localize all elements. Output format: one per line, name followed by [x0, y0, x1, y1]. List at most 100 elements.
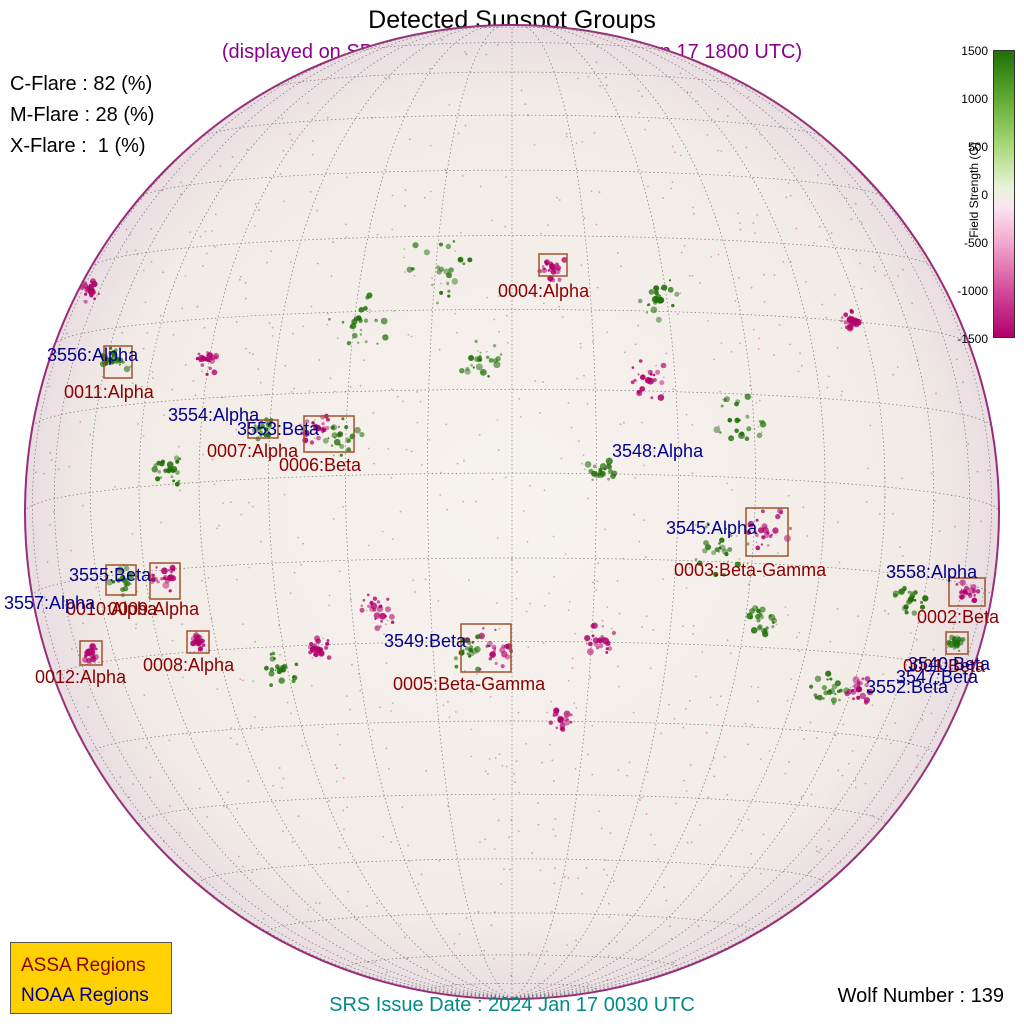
field-patch	[157, 469, 161, 474]
field-speckle	[497, 819, 500, 822]
field-patch	[963, 589, 968, 595]
field-speckle	[192, 380, 195, 382]
field-speckle	[314, 437, 316, 440]
field-speckle	[575, 707, 578, 710]
field-speckle	[71, 648, 73, 650]
field-patch	[448, 267, 454, 273]
field-patch	[553, 707, 560, 714]
wolf-number: Wolf Number : 139	[837, 985, 1004, 1007]
field-patch	[631, 366, 635, 369]
field-patch	[278, 677, 285, 684]
field-patch	[910, 591, 914, 594]
field-speckle	[673, 717, 676, 720]
field-speckle	[932, 648, 935, 651]
field-patch	[315, 638, 321, 644]
field-speckle	[618, 685, 620, 688]
field-patch	[479, 351, 482, 354]
field-speckle	[445, 913, 447, 916]
field-patch	[771, 617, 778, 624]
field-speckle	[311, 421, 314, 424]
field-patch	[253, 424, 257, 427]
field-speckle	[577, 77, 579, 80]
field-patch	[160, 577, 164, 581]
field-speckle	[638, 112, 640, 114]
field-patch	[504, 654, 511, 660]
field-speckle	[484, 770, 487, 773]
field-speckle	[606, 331, 609, 334]
field-speckle	[959, 401, 962, 404]
field-speckle	[128, 796, 131, 798]
field-patch	[561, 257, 568, 263]
field-speckle	[756, 214, 759, 216]
field-speckle	[836, 346, 839, 349]
field-patch	[326, 639, 330, 642]
field-speckle	[593, 132, 596, 134]
field-patch	[640, 374, 646, 381]
field-patch	[212, 352, 220, 360]
field-speckle	[750, 853, 753, 855]
field-patch	[850, 689, 855, 693]
field-speckle	[142, 347, 145, 350]
field-speckle	[647, 120, 650, 122]
field-patch	[554, 262, 560, 267]
field-speckle	[344, 223, 347, 226]
field-speckle	[816, 850, 818, 852]
field-speckle	[440, 282, 442, 285]
field-speckle	[836, 608, 839, 610]
field-patch	[746, 542, 750, 546]
field-patch	[178, 457, 182, 461]
field-patch	[809, 684, 814, 689]
field-patch	[461, 637, 467, 643]
field-speckle	[773, 565, 775, 568]
field-speckle	[575, 142, 578, 145]
field-speckle	[519, 416, 522, 418]
field-speckle	[179, 832, 181, 834]
field-patch	[423, 249, 430, 256]
field-speckle	[162, 271, 164, 274]
field-patch	[370, 602, 378, 610]
field-speckle	[505, 765, 508, 768]
field-speckle	[279, 173, 282, 175]
field-patch	[169, 564, 176, 571]
region-box	[186, 630, 210, 654]
field-speckle	[126, 251, 128, 253]
field-speckle	[696, 454, 699, 456]
field-speckle	[438, 859, 440, 862]
field-patch	[711, 550, 717, 556]
field-speckle	[184, 275, 187, 277]
field-patch	[823, 690, 829, 696]
field-speckle	[745, 929, 748, 932]
field-speckle	[685, 587, 688, 589]
field-speckle	[366, 961, 369, 963]
field-patch	[365, 295, 370, 300]
field-speckle	[773, 274, 776, 276]
field-speckle	[131, 532, 134, 535]
field-patch	[384, 614, 387, 618]
field-speckle	[828, 828, 830, 831]
field-speckle	[477, 910, 480, 913]
field-speckle	[90, 289, 92, 292]
field-speckle	[328, 594, 331, 597]
field-patch	[201, 643, 206, 648]
field-speckle	[477, 350, 479, 352]
field-speckle	[789, 800, 791, 803]
field-speckle	[447, 804, 449, 807]
field-speckle	[540, 232, 542, 235]
field-speckle	[387, 768, 390, 770]
field-speckle	[205, 252, 208, 255]
field-speckle	[135, 623, 138, 626]
field-patch	[720, 404, 724, 408]
field-speckle	[705, 731, 708, 734]
field-speckle	[606, 874, 608, 876]
field-speckle	[367, 544, 370, 547]
field-speckle	[529, 602, 531, 605]
field-speckle	[366, 905, 368, 907]
field-speckle	[587, 753, 589, 756]
field-patch	[390, 620, 395, 624]
field-speckle	[142, 435, 145, 437]
field-speckle	[641, 421, 643, 424]
field-speckle	[608, 954, 610, 957]
field-patch	[734, 428, 739, 434]
colorbar-tick: -500	[963, 236, 988, 250]
field-speckle	[235, 578, 238, 581]
